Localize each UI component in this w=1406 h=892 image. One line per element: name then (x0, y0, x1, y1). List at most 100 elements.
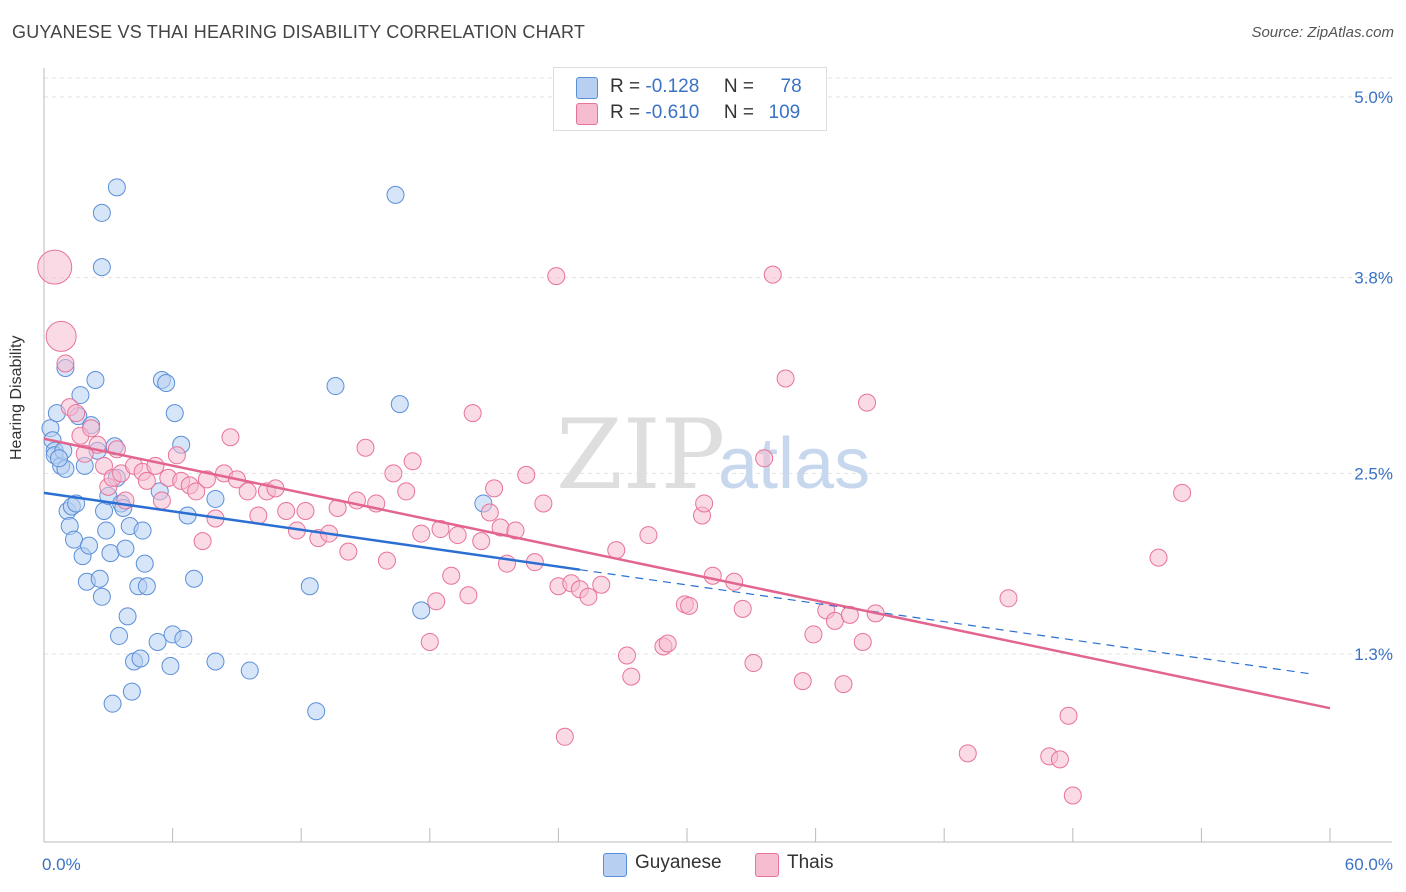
data-point (75, 444, 94, 463)
data-point (174, 629, 193, 648)
data-point (825, 611, 844, 630)
data-point (296, 501, 315, 520)
data-point (277, 501, 296, 520)
data-point (733, 599, 752, 618)
legend-n-value: 78 (780, 76, 802, 97)
tick-labels: 1.3% 2.5% 3.8% 5.0% 0.0% 60.0% (42, 88, 1393, 874)
watermark-atlas: atlas (718, 424, 870, 504)
data-point (122, 682, 141, 701)
data-point (744, 654, 763, 673)
data-point (157, 374, 176, 393)
data-point (1050, 750, 1069, 769)
data-point (420, 632, 439, 651)
watermark: ZIP atlas (556, 399, 870, 511)
watermark-zip: ZIP (556, 399, 725, 511)
data-point (67, 404, 86, 423)
data-point (459, 586, 478, 605)
data-point (472, 532, 491, 551)
data-point (137, 471, 156, 490)
series-legend: Guyanese Thais (0, 852, 1406, 878)
data-point (680, 596, 699, 615)
data-point (45, 320, 77, 352)
data-point (206, 489, 225, 508)
data-point (300, 577, 319, 596)
legend-r-label: R = (610, 102, 641, 123)
data-point (221, 428, 240, 447)
legend-swatch-thais (755, 853, 779, 877)
data-point (592, 575, 611, 594)
trend-line-thais (43, 437, 1331, 710)
data-point (80, 536, 99, 555)
data-point (86, 371, 105, 390)
data-point (50, 449, 69, 468)
data-point (386, 185, 405, 204)
data-point (326, 377, 345, 396)
data-point (135, 554, 154, 573)
data-point (485, 479, 504, 498)
data-point (97, 521, 116, 540)
grid-lines (44, 77, 1392, 655)
data-point (834, 675, 853, 694)
data-point (390, 395, 409, 414)
legend-n-label: N = (723, 76, 754, 97)
y-tick-label: 5.0% (1354, 88, 1393, 107)
data-point (152, 491, 171, 510)
data-point (776, 369, 795, 388)
data-point (480, 503, 499, 522)
data-point (133, 521, 152, 540)
data-point (95, 501, 114, 520)
x-tick-label: 0.0% (42, 855, 81, 874)
data-point (1173, 483, 1192, 502)
data-point (517, 465, 536, 484)
data-point (658, 634, 677, 653)
y-tick-label: 1.3% (1354, 645, 1393, 664)
legend-r-value: -0.128 (645, 76, 700, 97)
data-point (412, 524, 431, 543)
legend-n-label: N = (723, 102, 754, 123)
data-point (103, 694, 122, 713)
data-point (307, 702, 326, 721)
data-point (71, 386, 90, 405)
data-point (958, 744, 977, 763)
data-point (793, 672, 812, 691)
data-point (187, 482, 206, 501)
data-point (240, 661, 259, 680)
data-point (90, 569, 109, 588)
data-point (755, 449, 774, 468)
data-point (1063, 786, 1082, 805)
data-point (148, 632, 167, 651)
chart-title: GUYANESE VS THAI HEARING DISABILITY CORR… (12, 22, 586, 42)
y-tick-label: 2.5% (1354, 464, 1393, 483)
data-point (555, 727, 574, 746)
data-point (238, 482, 257, 501)
data-point (110, 626, 129, 645)
data-point (384, 464, 403, 483)
y-tick-label: 3.8% (1354, 269, 1393, 288)
data-point (448, 526, 467, 545)
data-point (206, 652, 225, 671)
data-point (547, 267, 566, 286)
data-point (999, 589, 1018, 608)
legend-n-value: 109 (768, 102, 801, 123)
data-point (397, 482, 416, 501)
data-point (403, 452, 422, 471)
data-point (622, 667, 641, 686)
data-point (116, 539, 135, 558)
series-legend-label: Guyanese (635, 852, 722, 873)
trend-line-guyanese-extension (579, 569, 1309, 675)
data-point (356, 438, 375, 457)
chart-source: Source: ZipAtlas.com (1251, 24, 1394, 41)
data-point (377, 551, 396, 570)
data-point (412, 601, 431, 620)
data-point (639, 526, 658, 545)
data-point (1059, 706, 1078, 725)
data-point (534, 494, 553, 513)
data-point (82, 419, 101, 438)
data-point (185, 569, 204, 588)
data-point (101, 544, 120, 563)
data-point (118, 607, 137, 626)
legend-r-value: -0.610 (645, 102, 700, 123)
legend-swatch-thais (576, 103, 598, 125)
correlation-legend: R = -0.128 N = 78 R = -0.610 N = 109 (553, 67, 827, 131)
